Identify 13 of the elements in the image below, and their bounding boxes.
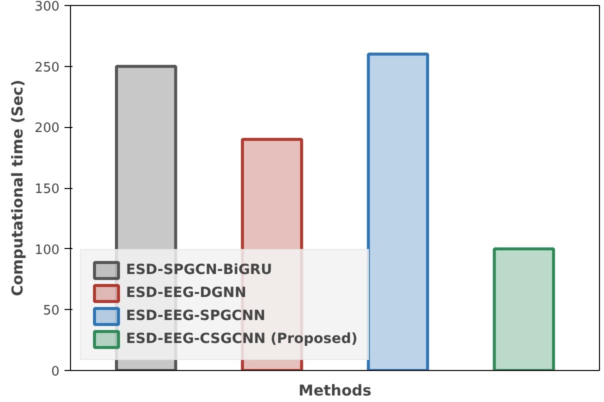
legend-label: ESD-SPGCN-BiGRU [126,262,272,278]
y-tick-label: 100 [34,242,60,258]
legend-label: ESD-EEG-DGNN [126,285,246,301]
y-axis-title: Computational time (Sec) [8,80,27,296]
y-tick-label: 200 [34,121,60,136]
y-tick-label: 250 [34,60,60,76]
x-axis-title: Methods [298,382,372,400]
y-tick-label: 0 [51,364,60,380]
y-tick-label: 300 [34,0,60,14]
y-tick-label: 50 [42,304,60,319]
legend-label: ESD-EEG-CSGCNN (Proposed) [126,331,358,347]
legend-label: ESD-EEG-SPGCNN [126,308,266,324]
y-tick-label: 150 [34,182,60,197]
